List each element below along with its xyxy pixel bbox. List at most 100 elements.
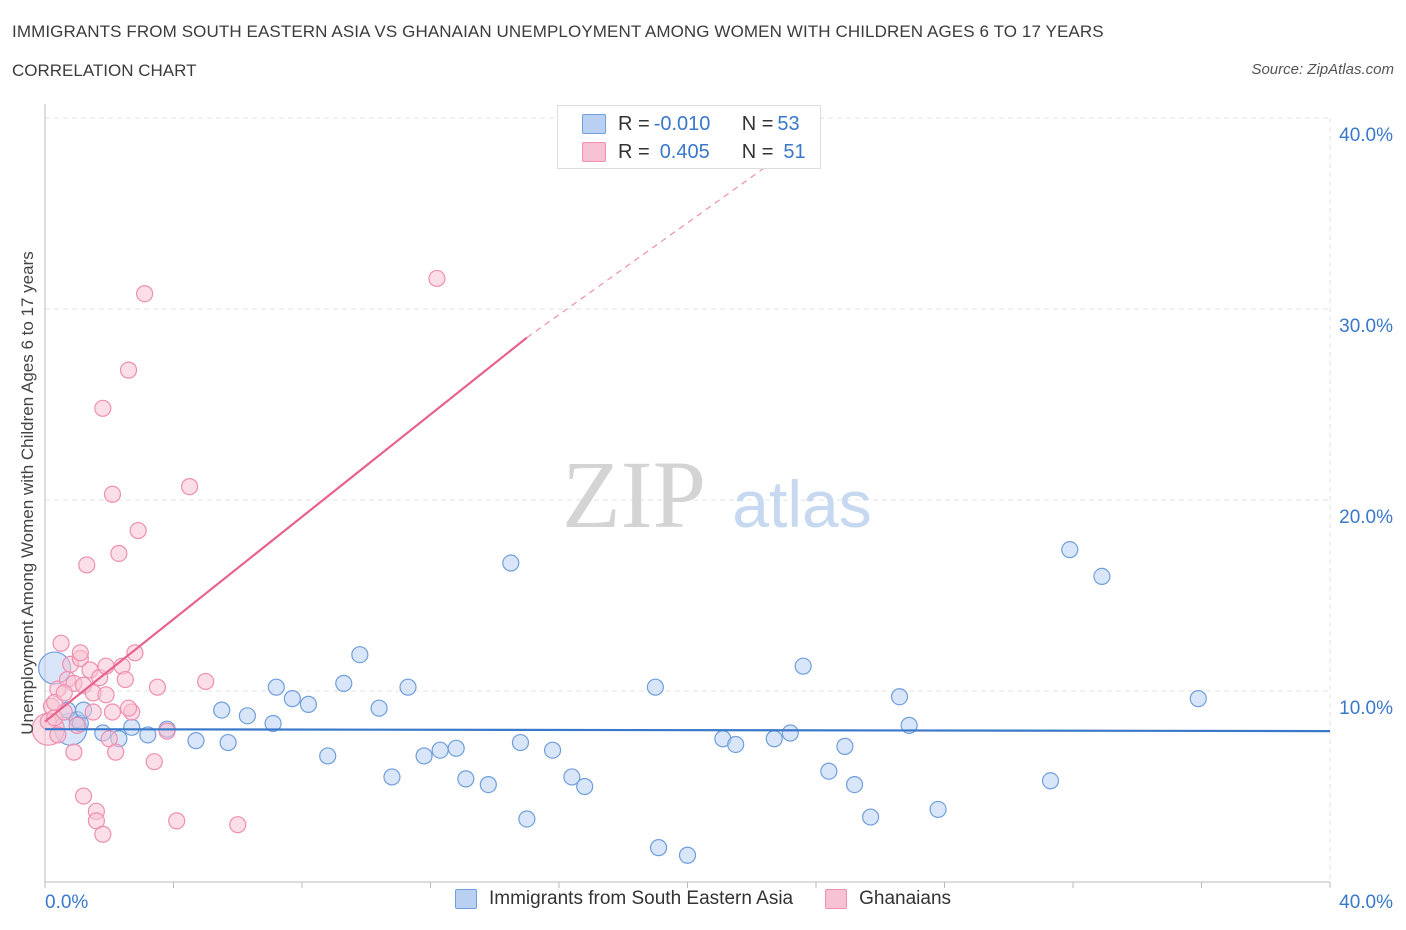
axes-layer: [44, 104, 1331, 888]
point-immigrants: [678, 846, 697, 864]
point-ghanaians: [129, 521, 147, 540]
point-ghanaians: [52, 634, 70, 652]
x-tick-label-min: 0.0%: [45, 892, 88, 913]
point-immigrants: [1093, 567, 1111, 586]
point-immigrants: [765, 730, 783, 748]
point-immigrants: [383, 768, 401, 786]
point-ghanaians: [180, 478, 199, 496]
y-tick-label: 30.0%: [1339, 316, 1393, 337]
point-ghanaians: [94, 399, 112, 417]
trend-line-ghanaians-extension: [526, 155, 782, 339]
point-ghanaians: [97, 686, 115, 704]
point-ghanaians: [197, 672, 215, 691]
point-immigrants: [267, 678, 285, 696]
y-tick-label: 40.0%: [1339, 125, 1393, 146]
point-immigrants: [781, 724, 799, 742]
point-immigrants: [187, 732, 205, 750]
point-immigrants: [457, 770, 475, 788]
point-ghanaians: [68, 716, 86, 734]
legend-r-value: 0.405: [659, 140, 710, 163]
point-immigrants: [1041, 772, 1060, 790]
legend-n-value: 51: [783, 140, 806, 163]
point-ghanaians: [229, 816, 247, 834]
point-ghanaians: [145, 753, 163, 771]
y-tick-label: 20.0%: [1339, 507, 1393, 528]
legend-n-value: 53: [777, 112, 800, 135]
point-immigrants: [238, 707, 256, 725]
point-ghanaians: [148, 678, 167, 696]
legend-swatch-pink: [582, 142, 606, 162]
point-immigrants: [431, 741, 449, 759]
point-immigrants: [139, 726, 157, 744]
source-label: Source: ZipAtlas.com: [1251, 61, 1394, 78]
point-immigrants: [399, 678, 417, 696]
point-ghanaians: [116, 670, 134, 689]
chart-title: IMMIGRANTS FROM SOUTH EASTERN ASIA VS GH…: [12, 22, 1104, 41]
point-immigrants: [335, 674, 353, 692]
point-immigrants: [890, 688, 909, 706]
point-immigrants: [479, 775, 497, 794]
point-immigrants: [1061, 541, 1079, 559]
point-immigrants: [283, 690, 301, 708]
point-immigrants: [502, 554, 520, 572]
point-immigrants: [820, 762, 838, 780]
point-ghanaians: [78, 556, 96, 574]
legend-n-label: N =: [741, 140, 774, 163]
legend-row-immigrants: R = -0.010 N = 53: [582, 112, 800, 136]
point-ghanaians: [126, 644, 144, 662]
point-ghanaians: [119, 699, 138, 717]
legend-item-ghanaians: Ghanaians: [825, 888, 951, 910]
point-ghanaians: [94, 825, 112, 843]
point-immigrants: [299, 695, 318, 713]
legend-swatch-blue: [582, 114, 606, 134]
point-ghanaians: [119, 361, 138, 379]
point-immigrants: [319, 747, 337, 765]
legend-n-label: N =: [741, 112, 774, 135]
legend-label-ghanaians: Ghanaians: [859, 888, 952, 909]
point-immigrants: [649, 839, 668, 857]
watermark-atlas: atlas: [732, 467, 871, 541]
legend-label-immigrants: Immigrants from South Eastern Asia: [488, 888, 794, 909]
trend-line-ghanaians: [44, 336, 528, 723]
point-immigrants: [518, 810, 536, 828]
point-ghanaians: [84, 703, 102, 721]
point-immigrants: [1189, 690, 1207, 708]
point-immigrants: [447, 739, 465, 757]
point-ghanaians: [107, 743, 125, 761]
trend-layer: [44, 155, 1331, 733]
point-immigrants: [794, 657, 812, 675]
point-ghanaians: [103, 703, 122, 721]
y-axis-label: Unemployment Among Women with Children A…: [18, 251, 37, 735]
point-ghanaians: [74, 787, 93, 805]
point-immigrants: [836, 737, 854, 755]
legend-r-label: R =: [618, 112, 650, 135]
point-ghanaians: [428, 269, 446, 288]
point-immigrants: [563, 768, 581, 786]
points-layer: [31, 269, 1207, 864]
point-immigrants: [219, 733, 237, 752]
point-immigrants: [646, 678, 664, 696]
point-ghanaians: [49, 726, 67, 744]
y-tick-label: 10.0%: [1339, 698, 1393, 719]
legend-swatch-blue: [454, 889, 477, 909]
point-ghanaians: [135, 285, 154, 303]
point-ghanaians: [103, 485, 122, 503]
point-ghanaians: [55, 684, 73, 702]
point-immigrants: [264, 714, 282, 733]
x-tick-label-max: 40.0%: [1339, 892, 1393, 913]
point-immigrants: [511, 733, 530, 752]
watermark: ZIP atlas: [562, 441, 872, 548]
point-ghanaians: [158, 722, 176, 740]
point-immigrants: [370, 699, 388, 717]
point-ghanaians: [65, 743, 83, 761]
trend-line-immigrants: [44, 728, 1331, 733]
chart-subtitle: CORRELATION CHART: [12, 61, 197, 80]
point-immigrants: [862, 808, 880, 826]
point-ghanaians: [110, 544, 128, 563]
point-immigrants: [543, 741, 562, 759]
point-immigrants: [123, 718, 141, 736]
point-immigrants: [727, 735, 745, 754]
legend-r-label: R =: [618, 140, 650, 163]
legend-swatch-pink: [825, 889, 848, 909]
